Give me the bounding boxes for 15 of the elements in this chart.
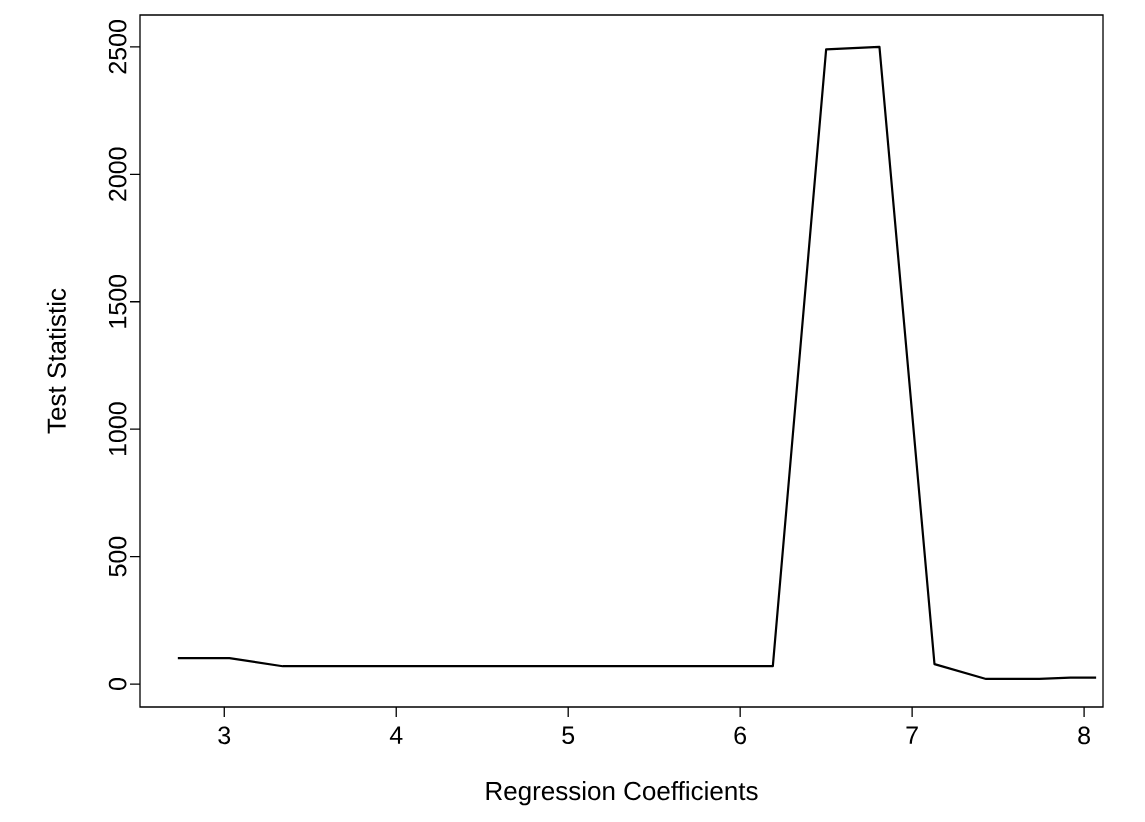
line-series xyxy=(176,45,1098,681)
x-tick-label: 5 xyxy=(562,726,575,744)
y-tick-label: 1500 xyxy=(108,274,127,328)
y-tick-label: 2500 xyxy=(108,20,127,74)
x-tick-label: 3 xyxy=(218,726,231,745)
y-tick-label: 500 xyxy=(108,536,127,577)
y-tick-label: 0 xyxy=(108,678,127,691)
y-axis-title: Test Statistic xyxy=(46,288,66,434)
x-tick-label: 6 xyxy=(734,726,747,745)
y-tick-label: 1000 xyxy=(108,402,127,456)
y-tick-label: 2000 xyxy=(108,147,127,201)
x-axis-title: Regression Coefficients xyxy=(486,781,758,806)
x-tick-label: 7 xyxy=(906,726,918,744)
x-tick-label: 4 xyxy=(389,726,403,744)
x-tick-label: 8 xyxy=(1078,726,1090,745)
